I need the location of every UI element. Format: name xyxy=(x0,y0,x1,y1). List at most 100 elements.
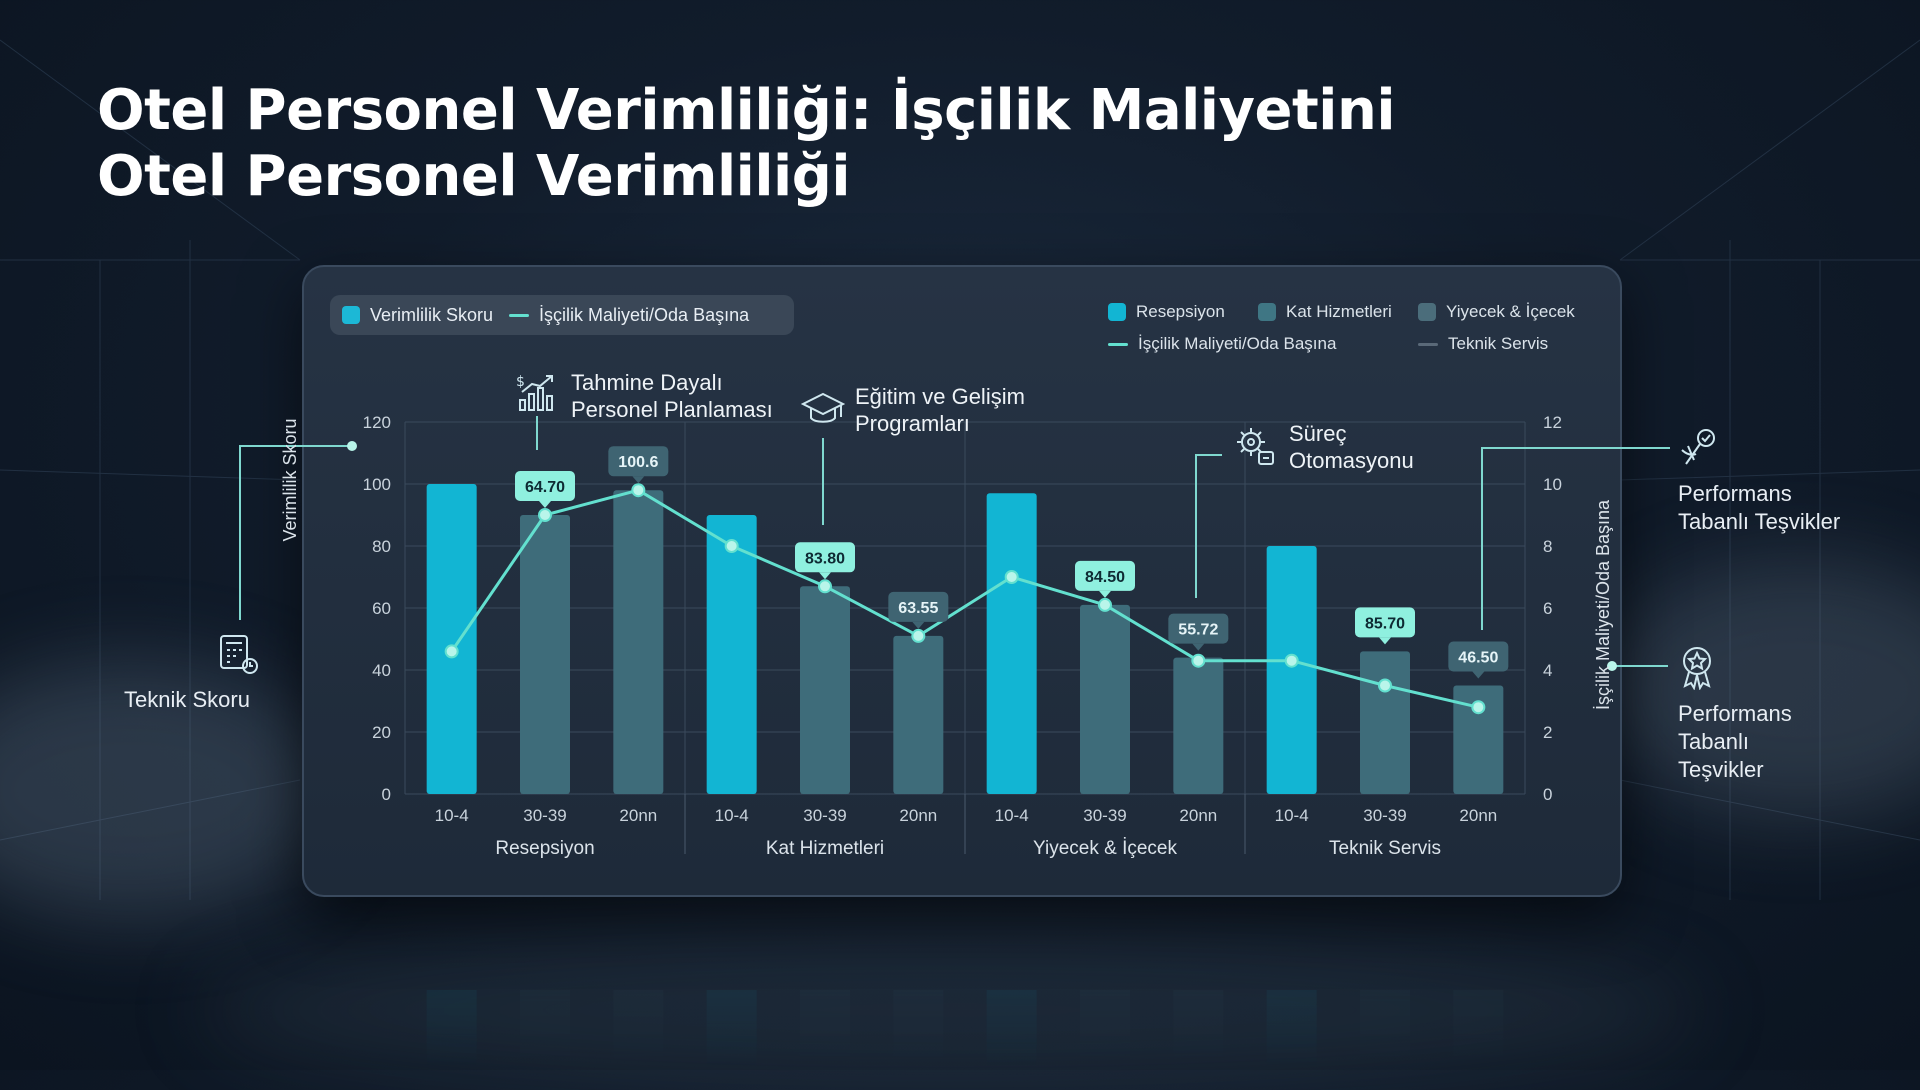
legend-swatch-iscilik xyxy=(509,313,530,317)
bar-2-0 xyxy=(986,493,1037,794)
data-label: 55.72 xyxy=(1178,622,1218,639)
y-tick-label-left: 80 xyxy=(372,537,391,556)
legend-swatch-teknik xyxy=(1418,342,1438,346)
callout-egitim-line1: Eğitim ve Gelişim xyxy=(855,384,1025,409)
title-line-1: Otel Personel Verimliliği: İşçilik Maliy… xyxy=(97,78,1396,143)
legend-right: Resepsiyon Kat Hizmetleri Yiyecek & İçec… xyxy=(1108,302,1598,354)
x-tick-label: 10-4 xyxy=(715,806,749,825)
bar-3-2 xyxy=(1453,685,1504,794)
legend-left: Verimlilik Skoru İşçilik Maliyeti/Oda Ba… xyxy=(330,295,794,335)
legend-swatch-verimlilik xyxy=(342,306,360,324)
legend-label-resepsiyon: Resepsiyon xyxy=(1136,302,1225,321)
x-tick-label: 10-4 xyxy=(1275,806,1309,825)
label-performans-top: Performans Tabanlı Teşvikler xyxy=(1678,480,1840,536)
label-performans-bottom-line3: Teşvikler xyxy=(1678,757,1764,782)
y-tick-label-left: 40 xyxy=(372,661,391,680)
legend-item-yiyecek: Yiyecek & İçecek xyxy=(1418,302,1598,322)
y-tick-label-left: 0 xyxy=(382,785,391,804)
chart-bars xyxy=(426,484,1504,794)
callout-surec-line1: Süreç xyxy=(1289,421,1347,446)
data-label-pointer xyxy=(1099,590,1111,598)
legend-swatch-yiyecek xyxy=(1418,303,1436,321)
x-tick-label: 20nn xyxy=(1459,806,1497,825)
connector-teknik-dot xyxy=(347,441,357,451)
legend-label-teknik: Teknik Servis xyxy=(1448,334,1549,353)
line-point-8 xyxy=(1191,653,1206,668)
line-point-1 xyxy=(538,508,552,522)
y-tick-label-right: 10 xyxy=(1543,475,1562,494)
label-performans-bottom: Performans Tabanlı Teşvikler xyxy=(1678,700,1792,784)
data-label-box xyxy=(515,471,575,501)
legend-item-verimlilik: Verimlilik Skoru xyxy=(342,305,493,326)
callout-connectors xyxy=(239,416,1670,671)
group-label: Yiyecek & İçecek xyxy=(1033,838,1177,859)
x-tick-label: 20nn xyxy=(619,806,657,825)
x-tick-label: 30-39 xyxy=(523,806,566,825)
callout-tahmine-line1: Tahmine Dayalı xyxy=(571,370,723,395)
bar-3-1 xyxy=(1360,651,1410,794)
data-label: 100.6 xyxy=(618,454,658,471)
line-point-3 xyxy=(724,539,739,553)
data-label: 46.50 xyxy=(1458,650,1498,667)
data-label-box xyxy=(1355,607,1415,638)
x-tick-label: 10-4 xyxy=(435,806,469,825)
line-point-4 xyxy=(818,579,832,594)
bar-1-2 xyxy=(893,635,944,794)
connector-surec xyxy=(1195,454,1222,598)
x-tick-label: 30-39 xyxy=(1363,806,1406,825)
legend-item-teknik: Teknik Servis xyxy=(1418,334,1598,354)
data-label-pointer xyxy=(912,621,925,629)
data-label-box xyxy=(1168,613,1229,644)
legend-swatch-kat xyxy=(1258,303,1276,321)
legend-item-kat: Kat Hizmetleri xyxy=(1258,302,1418,322)
bar-0-0 xyxy=(426,484,477,794)
graduation-cap-icon xyxy=(801,392,845,423)
x-tick-label: 20nn xyxy=(1179,806,1217,825)
svg-text:$: $ xyxy=(516,374,525,390)
y-tick-label-right: 6 xyxy=(1543,599,1552,618)
callout-tahmine: Tahmine Dayalı Personel Planlaması xyxy=(571,369,773,423)
pin-badge-icon xyxy=(1681,429,1715,465)
bar-0-1 xyxy=(520,515,570,794)
chart-data-labels: 64.70 100.6 83.80 63.55 84.50 55.72 85.70 46.50 xyxy=(515,446,1509,679)
y-tick-label-left: 120 xyxy=(363,413,391,432)
data-label-box xyxy=(608,446,669,477)
bar-2-1 xyxy=(1080,604,1130,794)
y-tick-label-right: 4 xyxy=(1543,661,1552,680)
x-tick-label: 10-4 xyxy=(995,806,1029,825)
data-label-box xyxy=(888,591,949,622)
data-label-pointer xyxy=(1379,637,1391,645)
line-point-11 xyxy=(1471,700,1486,715)
data-label: 63.55 xyxy=(898,600,938,617)
line-point-10 xyxy=(1378,678,1392,693)
line-point-2 xyxy=(631,483,646,498)
data-label: 85.70 xyxy=(1365,615,1405,632)
page-title: Otel Personel Verimliliği: İşçilik Maliy… xyxy=(97,78,1396,210)
line-point-7 xyxy=(1098,597,1112,612)
cost-line xyxy=(450,488,1479,709)
chart-axes: 0 20 40 60 80 100 120 0 2 4 6 8 10 12 10-4 30-39 20nn Res… xyxy=(363,413,1562,859)
data-label: 84.50 xyxy=(1085,569,1125,586)
connector-perf-top xyxy=(1481,447,1670,630)
label-performans-top-line2: Tabanlı Teşvikler xyxy=(1678,509,1841,534)
title-line-2: Otel Personel Verimliliği xyxy=(97,144,851,209)
legend-label-iscilik-right: İşçilik Maliyeti/Oda Başına xyxy=(1138,334,1337,353)
y-tick-label-left: 60 xyxy=(372,599,391,618)
x-tick-label: 20nn xyxy=(899,806,937,825)
bar-1-1 xyxy=(800,586,850,794)
x-tick-label: 30-39 xyxy=(803,806,846,825)
legend-label-kat: Kat Hizmetleri xyxy=(1286,302,1392,321)
callout-egitim: Eğitim ve Gelişim Programları xyxy=(855,383,1025,437)
callout-surec: Süreç Otomasyonu xyxy=(1289,420,1414,474)
y-tick-label-right: 12 xyxy=(1543,413,1562,432)
data-label: 64.70 xyxy=(525,479,565,496)
connector-teknik xyxy=(239,445,352,620)
callout-egitim-line2: Programları xyxy=(855,411,970,436)
chart-line xyxy=(444,483,1486,715)
y-tick-label-right: 2 xyxy=(1543,723,1552,742)
data-label-pointer xyxy=(819,572,831,580)
legend-label-iscilik: İşçilik Maliyeti/Oda Başına xyxy=(539,304,750,325)
group-label: Kat Hizmetleri xyxy=(766,838,884,859)
y-axis-title-right: İşçilik Maliyeti/Oda Başına xyxy=(1593,499,1613,711)
